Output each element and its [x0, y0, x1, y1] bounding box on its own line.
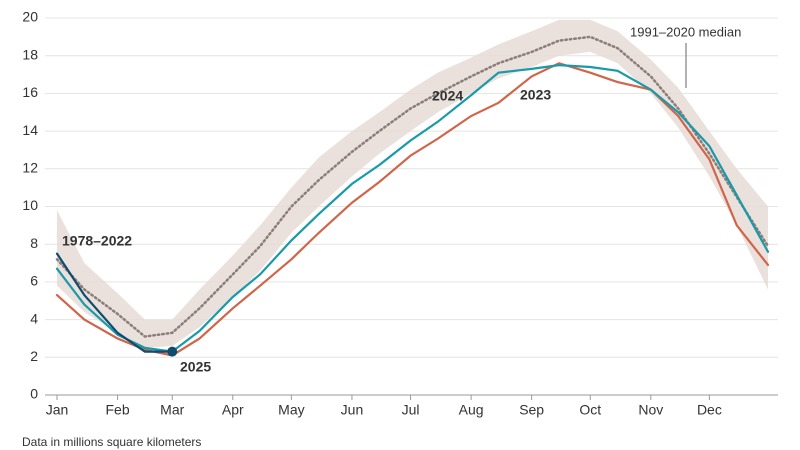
x-tick-label: Nov: [638, 402, 663, 418]
y-tick-label: 2: [30, 348, 38, 364]
y-tick-label: 14: [22, 122, 38, 138]
band-label: 1978–2022: [62, 233, 132, 249]
series-label: 2025: [180, 359, 211, 375]
x-tick-label: Jan: [46, 402, 69, 418]
x-tick-label: Jun: [341, 402, 364, 418]
x-tick-label: Aug: [459, 402, 484, 418]
series-label: 2024: [432, 88, 463, 104]
series-label: 1991–2020 median: [630, 24, 741, 39]
series-label: 2023: [520, 87, 551, 103]
x-tick-label: Apr: [222, 402, 244, 418]
footnote: Data in millions square kilometers: [22, 435, 201, 449]
y-tick-label: 18: [22, 46, 38, 62]
y-tick-label: 16: [22, 84, 38, 100]
x-tick-label: Feb: [105, 402, 129, 418]
y-tick-label: 10: [22, 197, 38, 213]
y-tick-label: 8: [30, 235, 38, 251]
end-marker: [167, 346, 178, 357]
x-tick-label: Oct: [579, 402, 601, 418]
x-tick-label: Mar: [160, 402, 184, 418]
x-tick-label: Dec: [697, 402, 722, 418]
x-tick-label: Jul: [402, 402, 420, 418]
range-band: [57, 19, 768, 348]
y-tick-label: 12: [22, 160, 38, 176]
y-tick-label: 20: [22, 9, 38, 25]
y-tick-label: 4: [30, 310, 38, 326]
series-line: [55, 35, 770, 338]
x-tick-label: Sep: [519, 402, 544, 418]
x-tick-label: May: [278, 402, 304, 418]
y-tick-label: 6: [30, 273, 38, 289]
y-tick-label: 0: [30, 386, 38, 402]
series-line: [55, 252, 174, 353]
